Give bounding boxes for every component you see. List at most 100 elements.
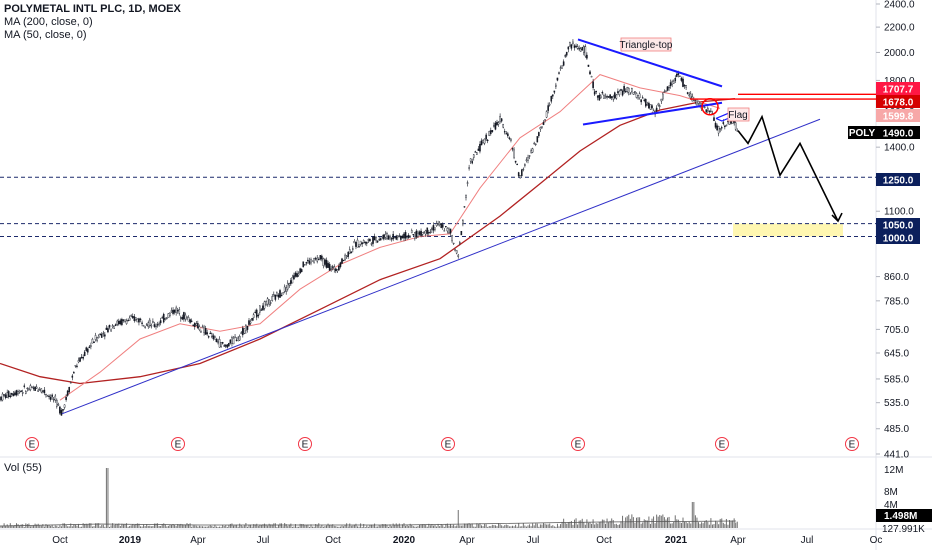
earnings-marker[interactable] — [845, 437, 859, 451]
earnings-marker[interactable] — [715, 437, 729, 451]
candle-body — [170, 310, 173, 312]
candle-body — [243, 328, 246, 334]
volume-bar — [419, 524, 420, 528]
candle-body — [1, 393, 4, 401]
candle-body — [42, 390, 44, 392]
candle-body — [302, 261, 305, 268]
candle-body — [595, 90, 597, 93]
candle-body — [468, 167, 470, 169]
volume-bar — [206, 526, 208, 528]
candle-body — [305, 262, 308, 264]
candle-body — [299, 268, 301, 274]
volume-bar — [240, 525, 242, 528]
volume-bar — [338, 526, 340, 528]
volume-bar — [733, 518, 735, 528]
volume-bar — [538, 526, 540, 528]
volume-bar — [374, 523, 376, 528]
candle-body — [257, 314, 260, 317]
volume-bar — [23, 526, 25, 528]
volume-bar — [386, 524, 388, 528]
volume-bar — [321, 524, 323, 528]
candle-body — [601, 92, 604, 94]
candle-body — [500, 118, 503, 122]
earnings-marker-label: E — [575, 440, 582, 451]
volume-bar — [460, 525, 462, 528]
earnings-marker[interactable] — [171, 437, 185, 451]
candle-body — [18, 391, 21, 393]
candle-body — [348, 249, 351, 254]
candle-body — [448, 228, 450, 234]
earnings-marker-label: E — [445, 440, 452, 451]
candle-body — [369, 239, 371, 242]
candle-body — [308, 260, 311, 264]
candle-body — [193, 322, 196, 327]
candle-body — [471, 161, 474, 164]
candle-body — [187, 317, 190, 322]
candle-body — [593, 91, 596, 95]
candle-body — [657, 103, 659, 106]
volume-bar — [181, 524, 183, 528]
volume-bar — [248, 524, 250, 528]
candle-body — [561, 65, 563, 69]
volume-bar — [735, 522, 737, 528]
candle-body — [29, 385, 32, 390]
candle-body — [446, 228, 449, 232]
candle-body — [606, 96, 608, 98]
volume-bar — [462, 525, 464, 528]
candle-body — [0, 396, 2, 401]
volume-bar — [299, 523, 301, 528]
candle-body — [556, 77, 559, 81]
y-tick-label: 1800.0 — [884, 76, 915, 87]
candle-body — [634, 91, 636, 93]
volume-bar — [583, 522, 585, 528]
candle-body — [589, 71, 591, 75]
volume-bar — [629, 518, 631, 528]
volume-bar — [191, 526, 193, 528]
candle-body — [224, 344, 227, 347]
volume-bar — [505, 524, 507, 528]
candle-body — [432, 225, 435, 231]
candle-body — [316, 257, 319, 262]
earnings-marker[interactable] — [571, 437, 585, 451]
candle-body — [592, 81, 594, 89]
earnings-marker[interactable] — [25, 437, 39, 451]
volume-bar — [494, 525, 496, 528]
volume-bar — [508, 526, 510, 528]
volume-bar — [57, 526, 59, 528]
volume-bar — [487, 526, 489, 528]
candle-body — [666, 86, 669, 91]
candle-body — [262, 305, 264, 311]
candle-body — [220, 342, 222, 347]
candle-body — [147, 322, 150, 327]
candle-body — [533, 142, 535, 145]
volume-bar — [335, 526, 337, 528]
volume-bar — [246, 526, 248, 528]
candle-body — [339, 262, 342, 267]
volume-bar — [457, 510, 459, 528]
candle-body — [583, 46, 585, 53]
candle-body — [32, 387, 35, 389]
candle-body — [482, 139, 484, 143]
volume-bar — [417, 526, 419, 528]
volume-bar — [140, 526, 141, 528]
candle-body — [127, 320, 129, 322]
volume-bar — [360, 523, 362, 528]
candle-body — [517, 172, 520, 176]
candle-body — [350, 251, 353, 254]
earnings-marker-label: E — [175, 440, 182, 451]
volume-bar — [618, 524, 620, 528]
x-tick-label: Oct — [52, 535, 68, 546]
candle-body — [573, 45, 576, 48]
candle-body — [218, 339, 221, 348]
ma200-legend: MA (200, close, 0) — [4, 16, 93, 28]
candle-body — [722, 122, 725, 124]
candle-body — [48, 395, 50, 397]
earnings-marker[interactable] — [441, 437, 455, 451]
volume-bar — [98, 523, 100, 528]
candle-body — [499, 115, 501, 122]
candle-body — [83, 351, 86, 357]
earnings-marker[interactable] — [298, 437, 312, 451]
volume-bar — [169, 524, 171, 528]
volume-bar — [257, 525, 259, 528]
